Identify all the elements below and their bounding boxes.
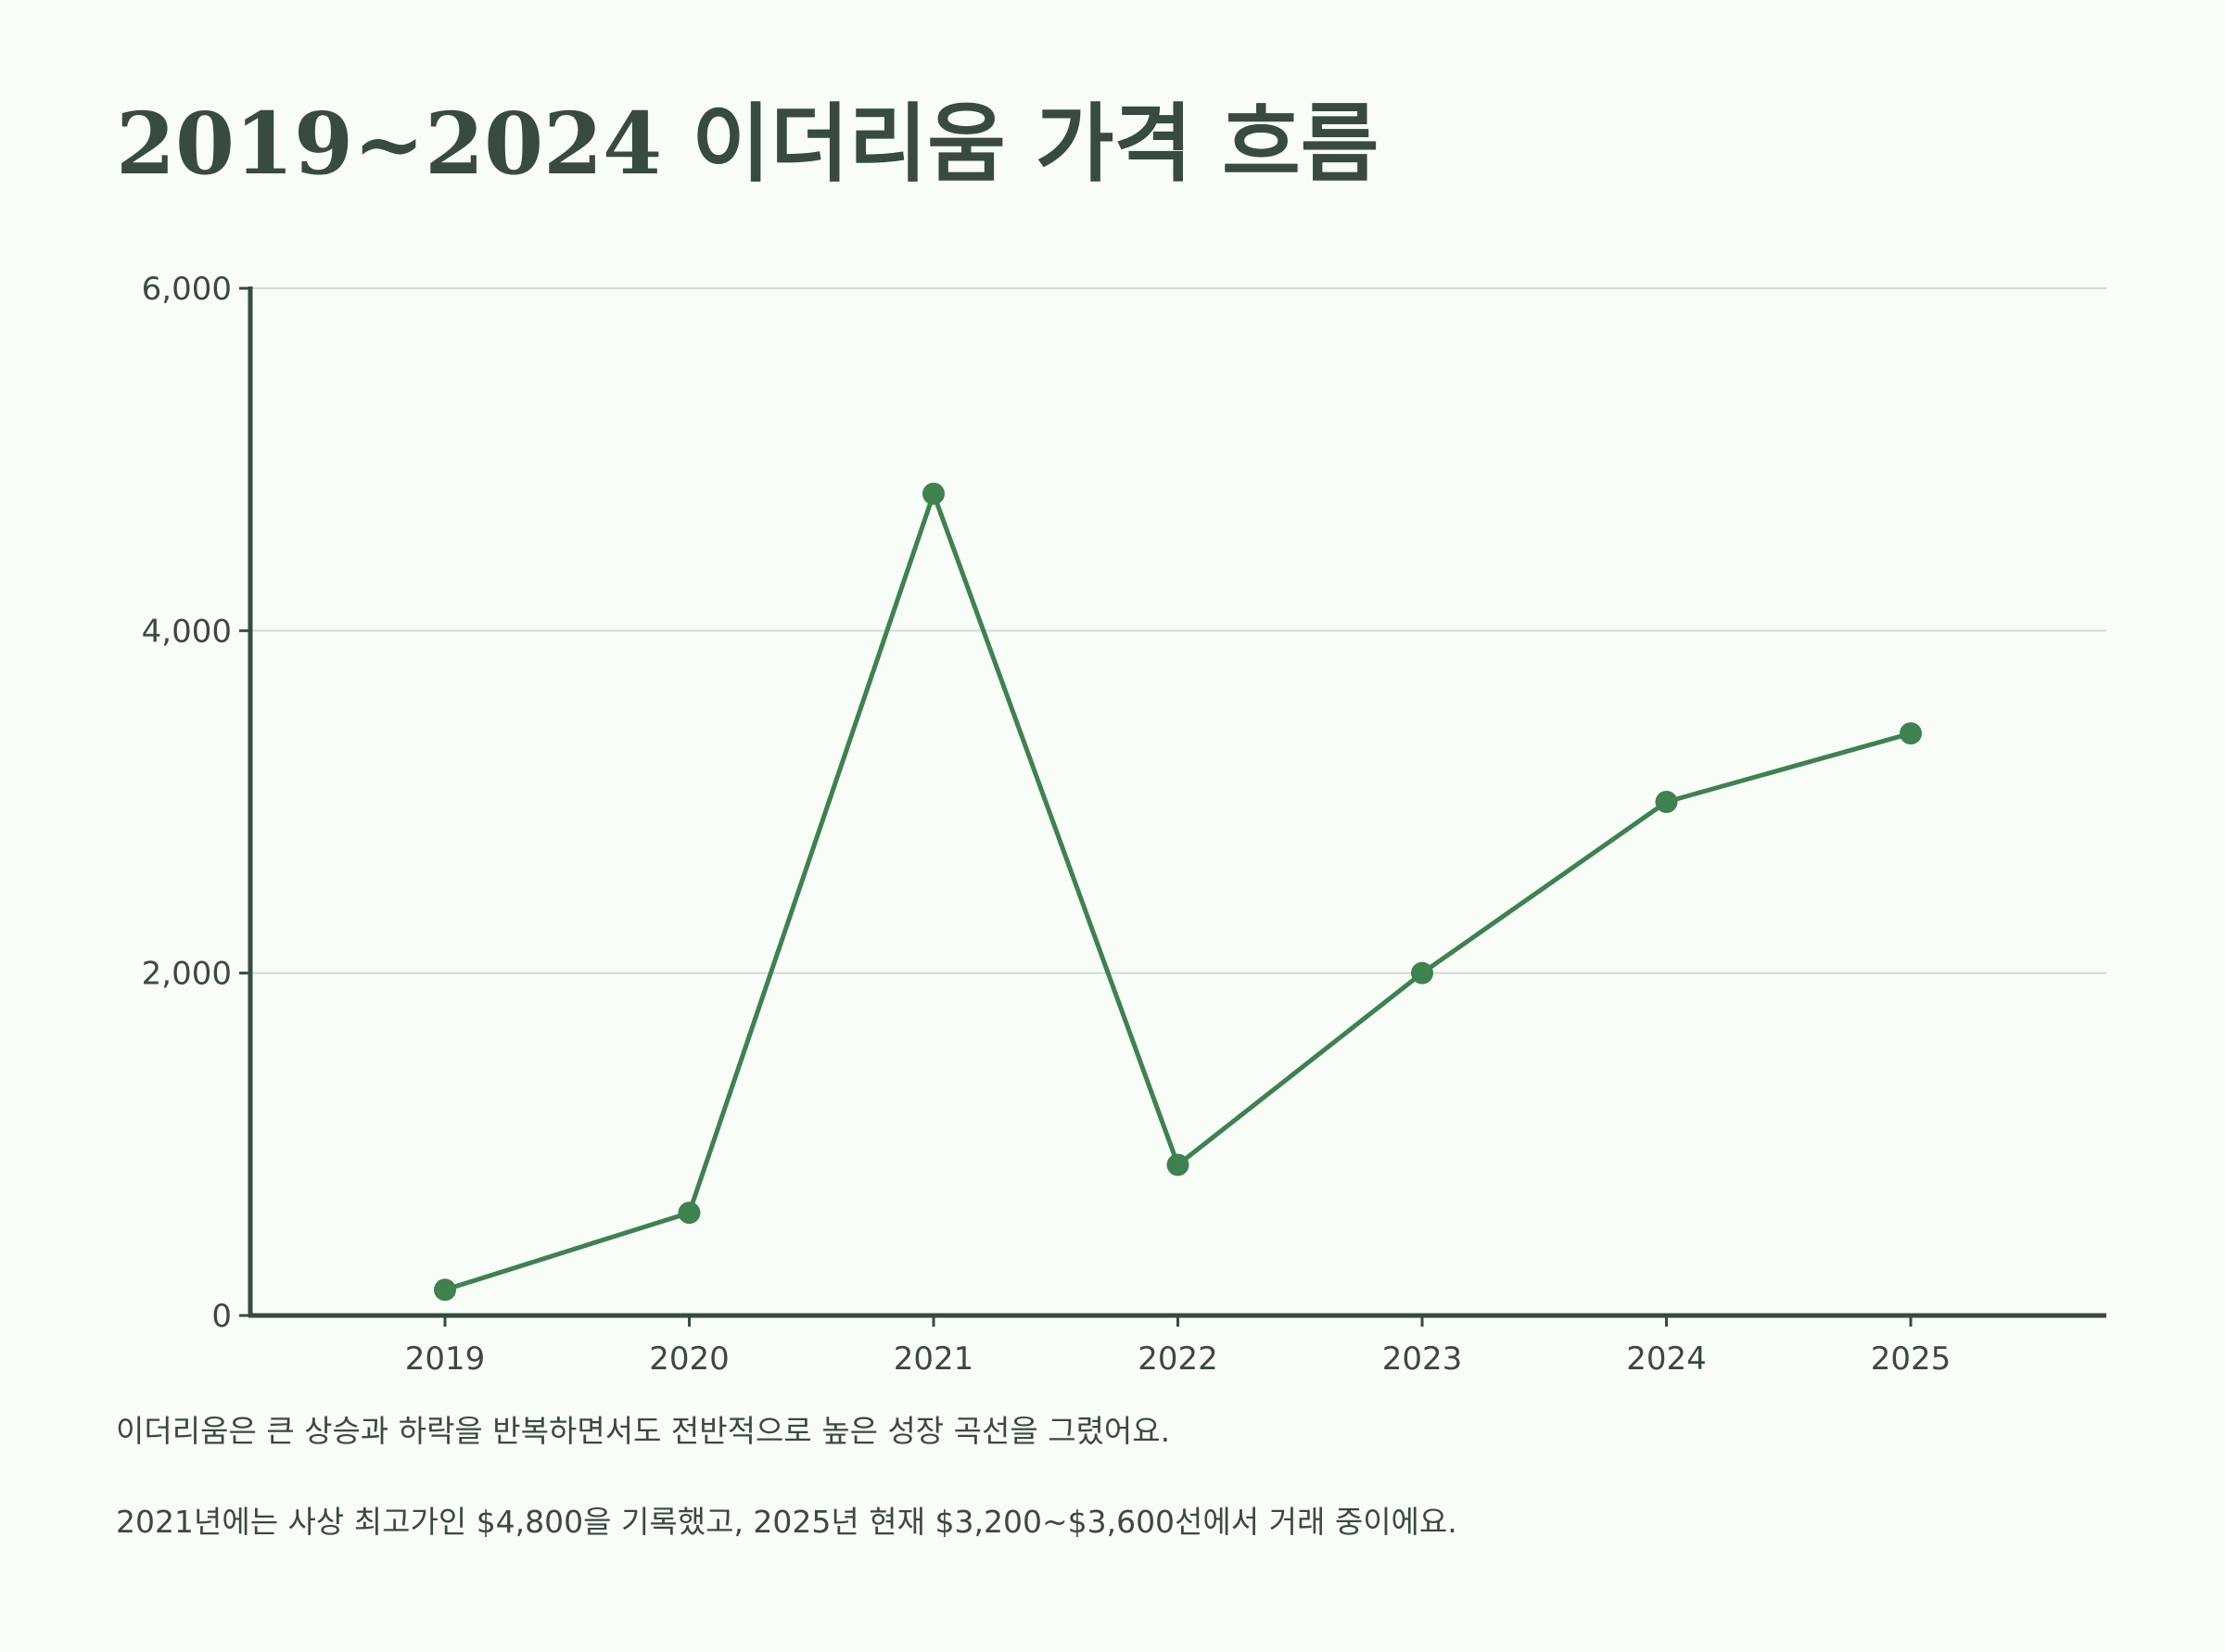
y-tick-label: 6,000 bbox=[142, 271, 232, 308]
note-line-2: 2021년에는 사상 최고가인 $4,800을 기록했고, 2025년 현재 $… bbox=[116, 1504, 1457, 1540]
data-point bbox=[434, 1278, 456, 1302]
y-tick-label: 0 bbox=[211, 1298, 232, 1335]
y-tick-label: 2,000 bbox=[142, 956, 232, 993]
x-tick-label: 2023 bbox=[1382, 1341, 1463, 1378]
data-series bbox=[434, 482, 1922, 1302]
axes bbox=[239, 286, 2106, 1327]
chart-notes: 이더리움은 큰 상승과 하락을 반복하면서도 전반적으로 높은 성장 곡선을 그… bbox=[116, 1409, 2109, 1544]
x-tick-label: 2021 bbox=[894, 1341, 974, 1378]
data-point bbox=[1166, 1153, 1189, 1176]
y-tick-label: 4,000 bbox=[142, 613, 232, 650]
data-point bbox=[1655, 791, 1678, 813]
y-tick-labels: 0 2,000 4,000 6,000 bbox=[142, 271, 232, 1335]
chart-title: 2019~2024 이더리움 가격 흐름 bbox=[116, 94, 1380, 194]
x-tick-label: 2020 bbox=[649, 1341, 730, 1378]
note-line-1: 이더리움은 큰 상승과 하락을 반복하면서도 전반적으로 높은 성장 곡선을 그… bbox=[116, 1413, 1171, 1449]
data-point bbox=[678, 1201, 701, 1225]
x-tick-label: 2022 bbox=[1138, 1341, 1218, 1378]
x-tick-labels: 2019 2020 2021 2022 2023 2024 2025 bbox=[405, 1341, 1952, 1378]
data-point bbox=[922, 482, 945, 505]
data-point bbox=[1900, 722, 1922, 745]
x-tick-label: 2025 bbox=[1871, 1341, 1952, 1378]
x-tick-label: 2019 bbox=[405, 1341, 486, 1378]
data-point bbox=[1411, 961, 1433, 985]
x-tick-label: 2024 bbox=[1626, 1341, 1707, 1378]
gridlines bbox=[250, 287, 2106, 974]
